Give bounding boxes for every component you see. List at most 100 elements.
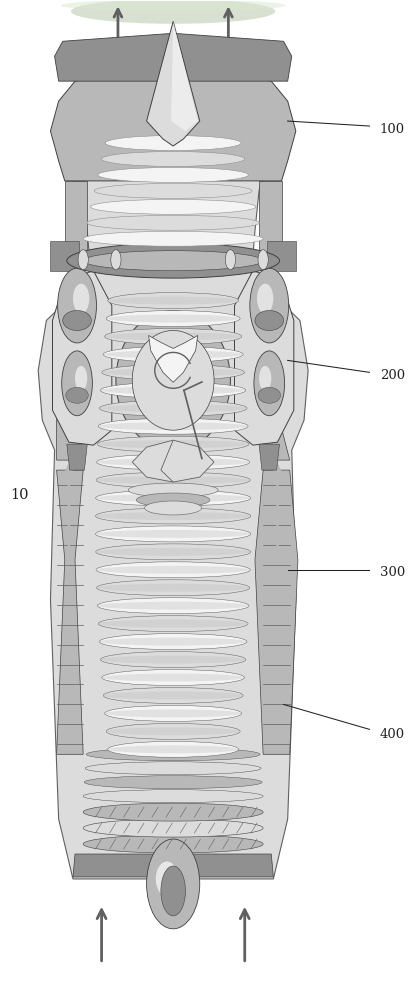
Polygon shape <box>67 444 87 470</box>
Polygon shape <box>161 440 214 482</box>
Ellipse shape <box>103 691 243 699</box>
Ellipse shape <box>97 580 250 596</box>
Polygon shape <box>132 440 185 482</box>
Ellipse shape <box>100 652 246 668</box>
Ellipse shape <box>73 284 89 314</box>
Polygon shape <box>38 46 308 879</box>
Ellipse shape <box>99 634 247 650</box>
Ellipse shape <box>103 687 243 703</box>
Polygon shape <box>50 241 79 271</box>
Ellipse shape <box>100 382 246 398</box>
Ellipse shape <box>108 741 239 757</box>
Ellipse shape <box>98 616 248 632</box>
Text: 300: 300 <box>380 566 405 579</box>
Ellipse shape <box>95 526 251 542</box>
Ellipse shape <box>106 311 240 326</box>
Ellipse shape <box>102 364 244 380</box>
Text: 100: 100 <box>380 123 405 136</box>
Ellipse shape <box>108 745 239 753</box>
Ellipse shape <box>95 508 251 524</box>
Polygon shape <box>50 66 296 181</box>
Ellipse shape <box>90 199 256 214</box>
Polygon shape <box>149 335 198 382</box>
Ellipse shape <box>145 501 202 515</box>
Ellipse shape <box>136 493 210 507</box>
Ellipse shape <box>102 368 244 376</box>
Ellipse shape <box>96 544 251 560</box>
Ellipse shape <box>99 404 247 412</box>
Ellipse shape <box>104 328 242 344</box>
Ellipse shape <box>61 0 286 11</box>
Ellipse shape <box>97 436 249 452</box>
Ellipse shape <box>147 839 200 929</box>
Ellipse shape <box>102 670 244 685</box>
Ellipse shape <box>62 351 93 416</box>
Ellipse shape <box>96 476 250 484</box>
Ellipse shape <box>108 297 239 305</box>
Ellipse shape <box>104 705 242 721</box>
Ellipse shape <box>258 250 268 270</box>
Ellipse shape <box>95 530 251 538</box>
Ellipse shape <box>96 494 251 502</box>
Ellipse shape <box>83 231 263 246</box>
Ellipse shape <box>100 656 246 664</box>
Ellipse shape <box>250 268 289 343</box>
Ellipse shape <box>116 311 230 450</box>
Ellipse shape <box>259 366 271 391</box>
Ellipse shape <box>98 620 248 628</box>
Polygon shape <box>57 380 91 460</box>
Ellipse shape <box>106 727 240 735</box>
Ellipse shape <box>96 490 251 506</box>
Ellipse shape <box>84 776 262 789</box>
Ellipse shape <box>128 483 218 497</box>
Ellipse shape <box>97 602 249 610</box>
Polygon shape <box>259 444 280 470</box>
Ellipse shape <box>83 251 263 271</box>
Ellipse shape <box>132 330 214 430</box>
Ellipse shape <box>58 268 97 343</box>
Ellipse shape <box>83 790 263 803</box>
Ellipse shape <box>96 566 250 574</box>
Polygon shape <box>52 271 112 445</box>
Ellipse shape <box>103 346 243 362</box>
Polygon shape <box>147 21 200 146</box>
Ellipse shape <box>104 709 242 717</box>
Polygon shape <box>259 181 282 261</box>
Text: 10: 10 <box>11 488 29 502</box>
Ellipse shape <box>75 366 87 391</box>
Ellipse shape <box>96 472 250 488</box>
Ellipse shape <box>99 638 247 646</box>
Ellipse shape <box>98 167 248 182</box>
Ellipse shape <box>104 332 242 340</box>
Ellipse shape <box>99 400 247 416</box>
Polygon shape <box>255 380 290 460</box>
Ellipse shape <box>108 293 239 309</box>
Ellipse shape <box>106 315 240 322</box>
Polygon shape <box>235 271 294 445</box>
Ellipse shape <box>97 454 250 470</box>
Ellipse shape <box>97 598 249 614</box>
Ellipse shape <box>87 215 259 230</box>
Polygon shape <box>171 21 198 131</box>
Ellipse shape <box>86 748 260 761</box>
Ellipse shape <box>85 762 261 775</box>
Ellipse shape <box>102 674 244 681</box>
Ellipse shape <box>66 387 88 403</box>
Polygon shape <box>55 33 292 81</box>
Ellipse shape <box>98 418 248 434</box>
Polygon shape <box>255 470 298 754</box>
Ellipse shape <box>103 350 243 358</box>
Ellipse shape <box>254 351 285 416</box>
Ellipse shape <box>95 512 251 520</box>
Ellipse shape <box>97 458 250 466</box>
Ellipse shape <box>100 386 246 394</box>
Ellipse shape <box>111 250 121 270</box>
Ellipse shape <box>97 440 249 448</box>
Text: 400: 400 <box>380 728 405 741</box>
Ellipse shape <box>102 151 245 166</box>
Ellipse shape <box>63 311 91 330</box>
Ellipse shape <box>98 422 248 430</box>
Ellipse shape <box>156 861 178 896</box>
Ellipse shape <box>257 284 273 314</box>
Polygon shape <box>73 854 273 877</box>
